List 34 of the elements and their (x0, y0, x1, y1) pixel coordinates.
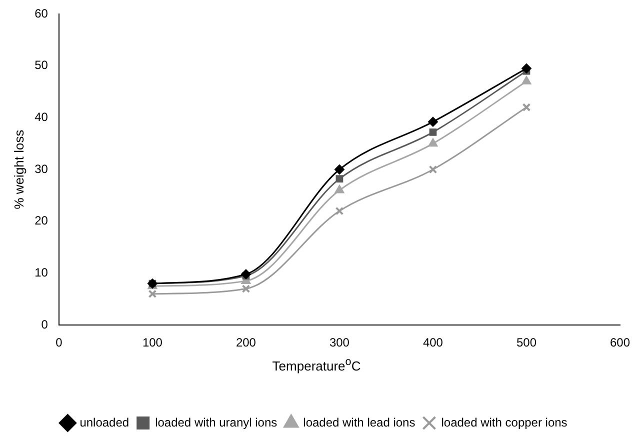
y-tick-label: 50 (34, 58, 48, 72)
x-tick-label: 600 (610, 336, 630, 350)
point (242, 284, 250, 293)
point (336, 175, 344, 183)
point (240, 269, 251, 280)
x-tick-label: 300 (329, 336, 350, 350)
point (428, 116, 438, 127)
x-tick-label: 0 (56, 336, 63, 350)
point (522, 103, 531, 112)
point (429, 128, 437, 136)
y-axis-title: % weight loss (11, 129, 26, 210)
y-tick-label: 0 (41, 317, 48, 332)
y-tick-label: 20 (34, 214, 48, 228)
legend-label: loaded with lead ions (303, 415, 416, 430)
point (521, 63, 532, 74)
point (334, 184, 344, 194)
point (148, 290, 157, 298)
point (334, 164, 344, 174)
x-tick-label: 500 (516, 336, 537, 350)
x-tick-label: 200 (236, 336, 256, 350)
legend-label: unloaded (80, 415, 130, 430)
point (428, 165, 438, 174)
point (428, 138, 438, 147)
legend-label: loaded with copper ions (441, 415, 568, 430)
legend-label: loaded with uranyl ions (155, 415, 278, 430)
y-tick-label: 10 (34, 265, 48, 280)
y-tick-label: 40 (34, 110, 48, 124)
point (522, 76, 532, 84)
y-tick-label: 30 (34, 162, 48, 176)
x-axis-title: Temperature$^{o}$C (271, 356, 362, 374)
x-tick-label: 100 (142, 336, 163, 350)
x-tick-label: 400 (422, 336, 444, 350)
point (335, 206, 344, 216)
y-tick-label: 60 (34, 6, 48, 20)
